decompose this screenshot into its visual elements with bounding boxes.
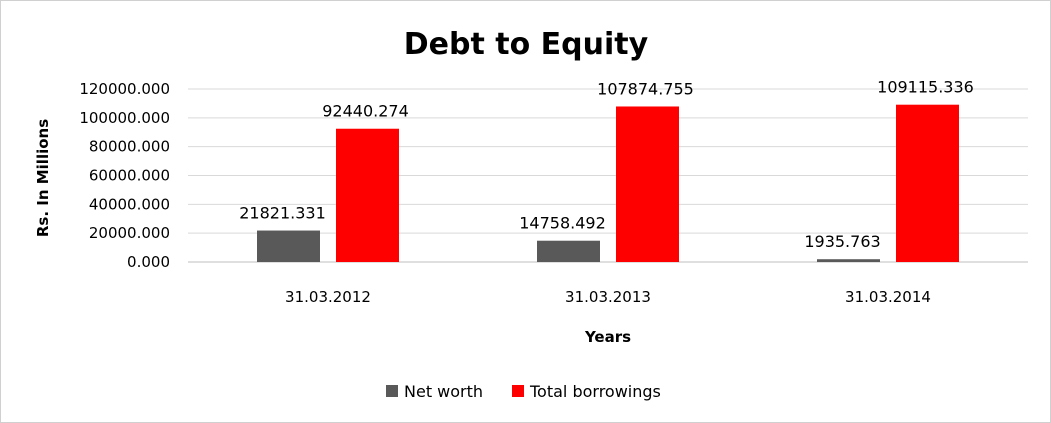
x-tick-label: 31.03.2014 (845, 288, 931, 306)
bar-net-worth (257, 230, 320, 262)
legend-swatch-net-worth (386, 385, 398, 397)
y-tick-label: 0.000 (127, 253, 170, 271)
data-labels: 21821.331 92440.274 14758.492 107874.755 193… (239, 78, 974, 252)
y-tick-label: 120000.000 (79, 80, 170, 98)
x-axis-label: Years (584, 328, 631, 346)
y-tick-label: 100000.000 (79, 109, 170, 127)
data-label: 21821.331 (239, 204, 326, 223)
legend-label: Net worth (404, 382, 483, 401)
y-tick-label: 60000.000 (89, 167, 170, 185)
data-label: 107874.755 (597, 79, 694, 98)
chart-title: Debt to Equity (404, 27, 649, 62)
legend-label: Total borrowings (529, 382, 661, 401)
legend-swatch-total-borrowings (512, 385, 524, 397)
bar-total-borrowings (616, 106, 679, 262)
legend: Net worth Total borrowings (386, 382, 661, 401)
bars (257, 104, 959, 263)
gridlines (188, 88, 1028, 263)
y-axis-label: Rs. In Millions (34, 119, 52, 237)
bar-total-borrowings (336, 128, 399, 262)
x-tick-label: 31.03.2012 (285, 288, 371, 306)
y-tick-label: 20000.000 (89, 224, 170, 242)
data-label: 14758.492 (519, 214, 606, 233)
x-axis-ticks: 31.03.2012 31.03.2013 31.03.2014 (285, 288, 931, 306)
y-tick-label: 40000.000 (89, 195, 170, 213)
y-axis-ticks: 0.000 20000.000 40000.000 60000.000 80000.00… (79, 80, 170, 271)
data-label: 1935.763 (804, 232, 880, 251)
data-label: 109115.336 (877, 78, 974, 97)
y-tick-label: 80000.000 (89, 138, 170, 156)
x-tick-label: 31.03.2013 (565, 288, 651, 306)
bar-net-worth (817, 259, 880, 262)
bar-total-borrowings (896, 104, 959, 263)
data-label: 92440.274 (322, 102, 409, 121)
bar-net-worth (537, 240, 600, 262)
